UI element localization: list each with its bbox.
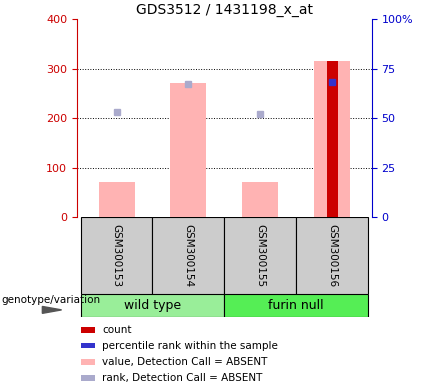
Bar [242, 182, 279, 217]
Bar [327, 61, 337, 217]
Bar [81, 343, 95, 348]
Text: count: count [102, 325, 132, 335]
Bar [81, 359, 95, 364]
Title: GDS3512 / 1431198_x_at: GDS3512 / 1431198_x_at [136, 3, 313, 17]
Bar [314, 61, 350, 217]
Bar [296, 217, 368, 294]
Text: GSM300156: GSM300156 [327, 224, 337, 287]
Text: rank, Detection Call = ABSENT: rank, Detection Call = ABSENT [102, 373, 263, 383]
Text: furin null: furin null [268, 299, 324, 312]
Bar [81, 375, 95, 381]
Text: value, Detection Call = ABSENT: value, Detection Call = ABSENT [102, 357, 268, 367]
Text: GSM300154: GSM300154 [183, 224, 194, 287]
Bar [224, 294, 368, 317]
Bar [81, 217, 153, 294]
Text: GSM300155: GSM300155 [255, 224, 265, 287]
Text: genotype/variation: genotype/variation [2, 295, 101, 305]
Bar [170, 83, 206, 217]
Polygon shape [42, 306, 62, 313]
Text: wild type: wild type [124, 299, 181, 312]
Text: GSM300153: GSM300153 [112, 224, 121, 287]
Text: percentile rank within the sample: percentile rank within the sample [102, 341, 278, 351]
Bar [99, 182, 135, 217]
Bar [81, 327, 95, 333]
Bar [153, 217, 224, 294]
Bar [224, 217, 296, 294]
Bar [81, 294, 224, 317]
